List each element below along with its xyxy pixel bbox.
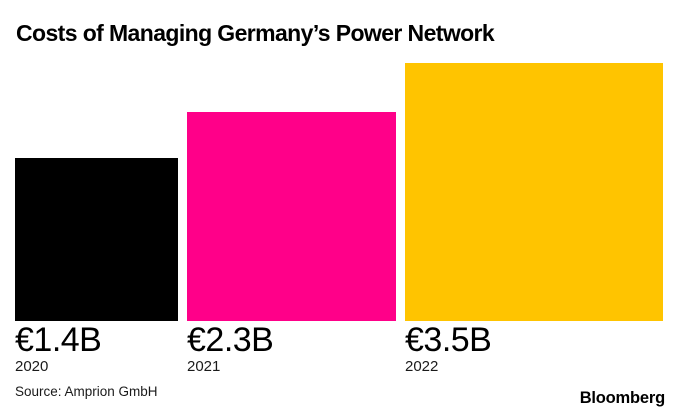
bar-2022 bbox=[405, 63, 663, 321]
year-label-2020: 2020 bbox=[15, 358, 49, 375]
bar-2020 bbox=[15, 158, 178, 321]
source-note: Source: Amprion GmbH bbox=[15, 384, 158, 399]
value-label-2022: €3.5B bbox=[405, 321, 492, 359]
chart-title: Costs of Managing Germany’s Power Networ… bbox=[16, 20, 495, 46]
chart-area: €1.4B 2020 €2.3B 2021 €3.5B 2022 bbox=[0, 63, 680, 374]
year-label-2021: 2021 bbox=[187, 358, 221, 375]
year-label-2022: 2022 bbox=[405, 358, 439, 375]
value-label-2021: €2.3B bbox=[187, 321, 274, 359]
bloomberg-logo: Bloomberg bbox=[579, 389, 665, 407]
bar-2021 bbox=[187, 112, 396, 321]
value-label-2020: €1.4B bbox=[15, 321, 102, 359]
